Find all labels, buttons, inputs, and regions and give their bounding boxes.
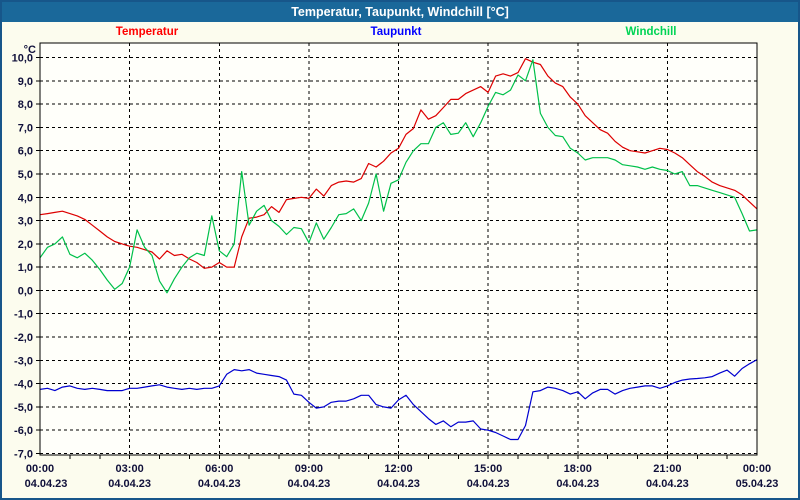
- x-date-label: 04.04.23: [287, 478, 330, 490]
- x-time-label: 15:00: [474, 463, 502, 475]
- legend-item-windchill: Windchill: [625, 26, 677, 38]
- x-time-label: 06:00: [205, 463, 233, 475]
- y-tick-label: 9,0: [18, 76, 33, 88]
- plot-frame: [39, 42, 758, 456]
- x-date-label: 04.04.23: [25, 478, 68, 490]
- title-bar: Temperatur, Taupunkt, Windchill [°C]: [2, 2, 798, 22]
- y-tick-label: -2,0: [14, 332, 33, 344]
- x-time-label: 18:00: [564, 463, 592, 475]
- y-tick-label: -6,0: [14, 425, 33, 437]
- x-time-label: 12:00: [384, 463, 412, 475]
- x-date-label: 04.04.23: [198, 478, 241, 490]
- legend-item-temperatur: Temperatur: [115, 26, 179, 38]
- x-time-label: 09:00: [295, 463, 323, 475]
- y-tick-label: 1,0: [18, 262, 33, 274]
- x-date-label: 04.04.23: [467, 478, 510, 490]
- y-tick-label: 4,0: [18, 192, 33, 204]
- series-lines: [39, 58, 758, 441]
- x-time-label: 21:00: [653, 463, 681, 475]
- y-axis-unit: °C: [24, 44, 36, 56]
- taupunkt-line: [39, 359, 758, 441]
- y-tick-label: 10,0: [12, 53, 33, 65]
- x-time-label: 00:00: [743, 463, 771, 475]
- y-tick-label: 3,0: [18, 216, 33, 228]
- y-tick-label: -1,0: [14, 309, 33, 321]
- y-tick-label: 7,0: [18, 122, 33, 134]
- x-date-label: 05.04.23: [736, 478, 779, 490]
- x-time-label: 00:00: [26, 463, 54, 475]
- window-title: Temperatur, Taupunkt, Windchill [°C]: [291, 5, 509, 19]
- y-tick-label: 2,0: [18, 239, 33, 251]
- x-time-label: 03:00: [116, 463, 144, 475]
- y-tick-label: -5,0: [14, 402, 33, 414]
- y-tick-label: -3,0: [14, 355, 33, 367]
- y-tick-label: -4,0: [14, 379, 33, 391]
- x-date-label: 04.04.23: [646, 478, 689, 490]
- x-date-label: 04.04.23: [377, 478, 420, 490]
- y-tick-label: 8,0: [18, 99, 33, 111]
- y-tick-label: 5,0: [18, 169, 33, 181]
- y-tick-label: 0,0: [18, 285, 33, 297]
- y-tick-label: 6,0: [18, 146, 33, 158]
- axis-labels: 10,0 9,0 8,0 7,0 6,0 5,0 4,0 3,0 2,0 1,0 0,0 -1,0 -2…: [12, 44, 779, 490]
- x-date-label: 04.04.23: [108, 478, 151, 490]
- legend-item-taupunkt: Taupunkt: [370, 26, 422, 38]
- windchill-line: [39, 59, 758, 294]
- x-date-label: 04.04.23: [556, 478, 599, 490]
- y-tick-label: -7,0: [14, 449, 33, 461]
- temperatur-line: [39, 58, 758, 269]
- axis-ticks: [36, 57, 728, 459]
